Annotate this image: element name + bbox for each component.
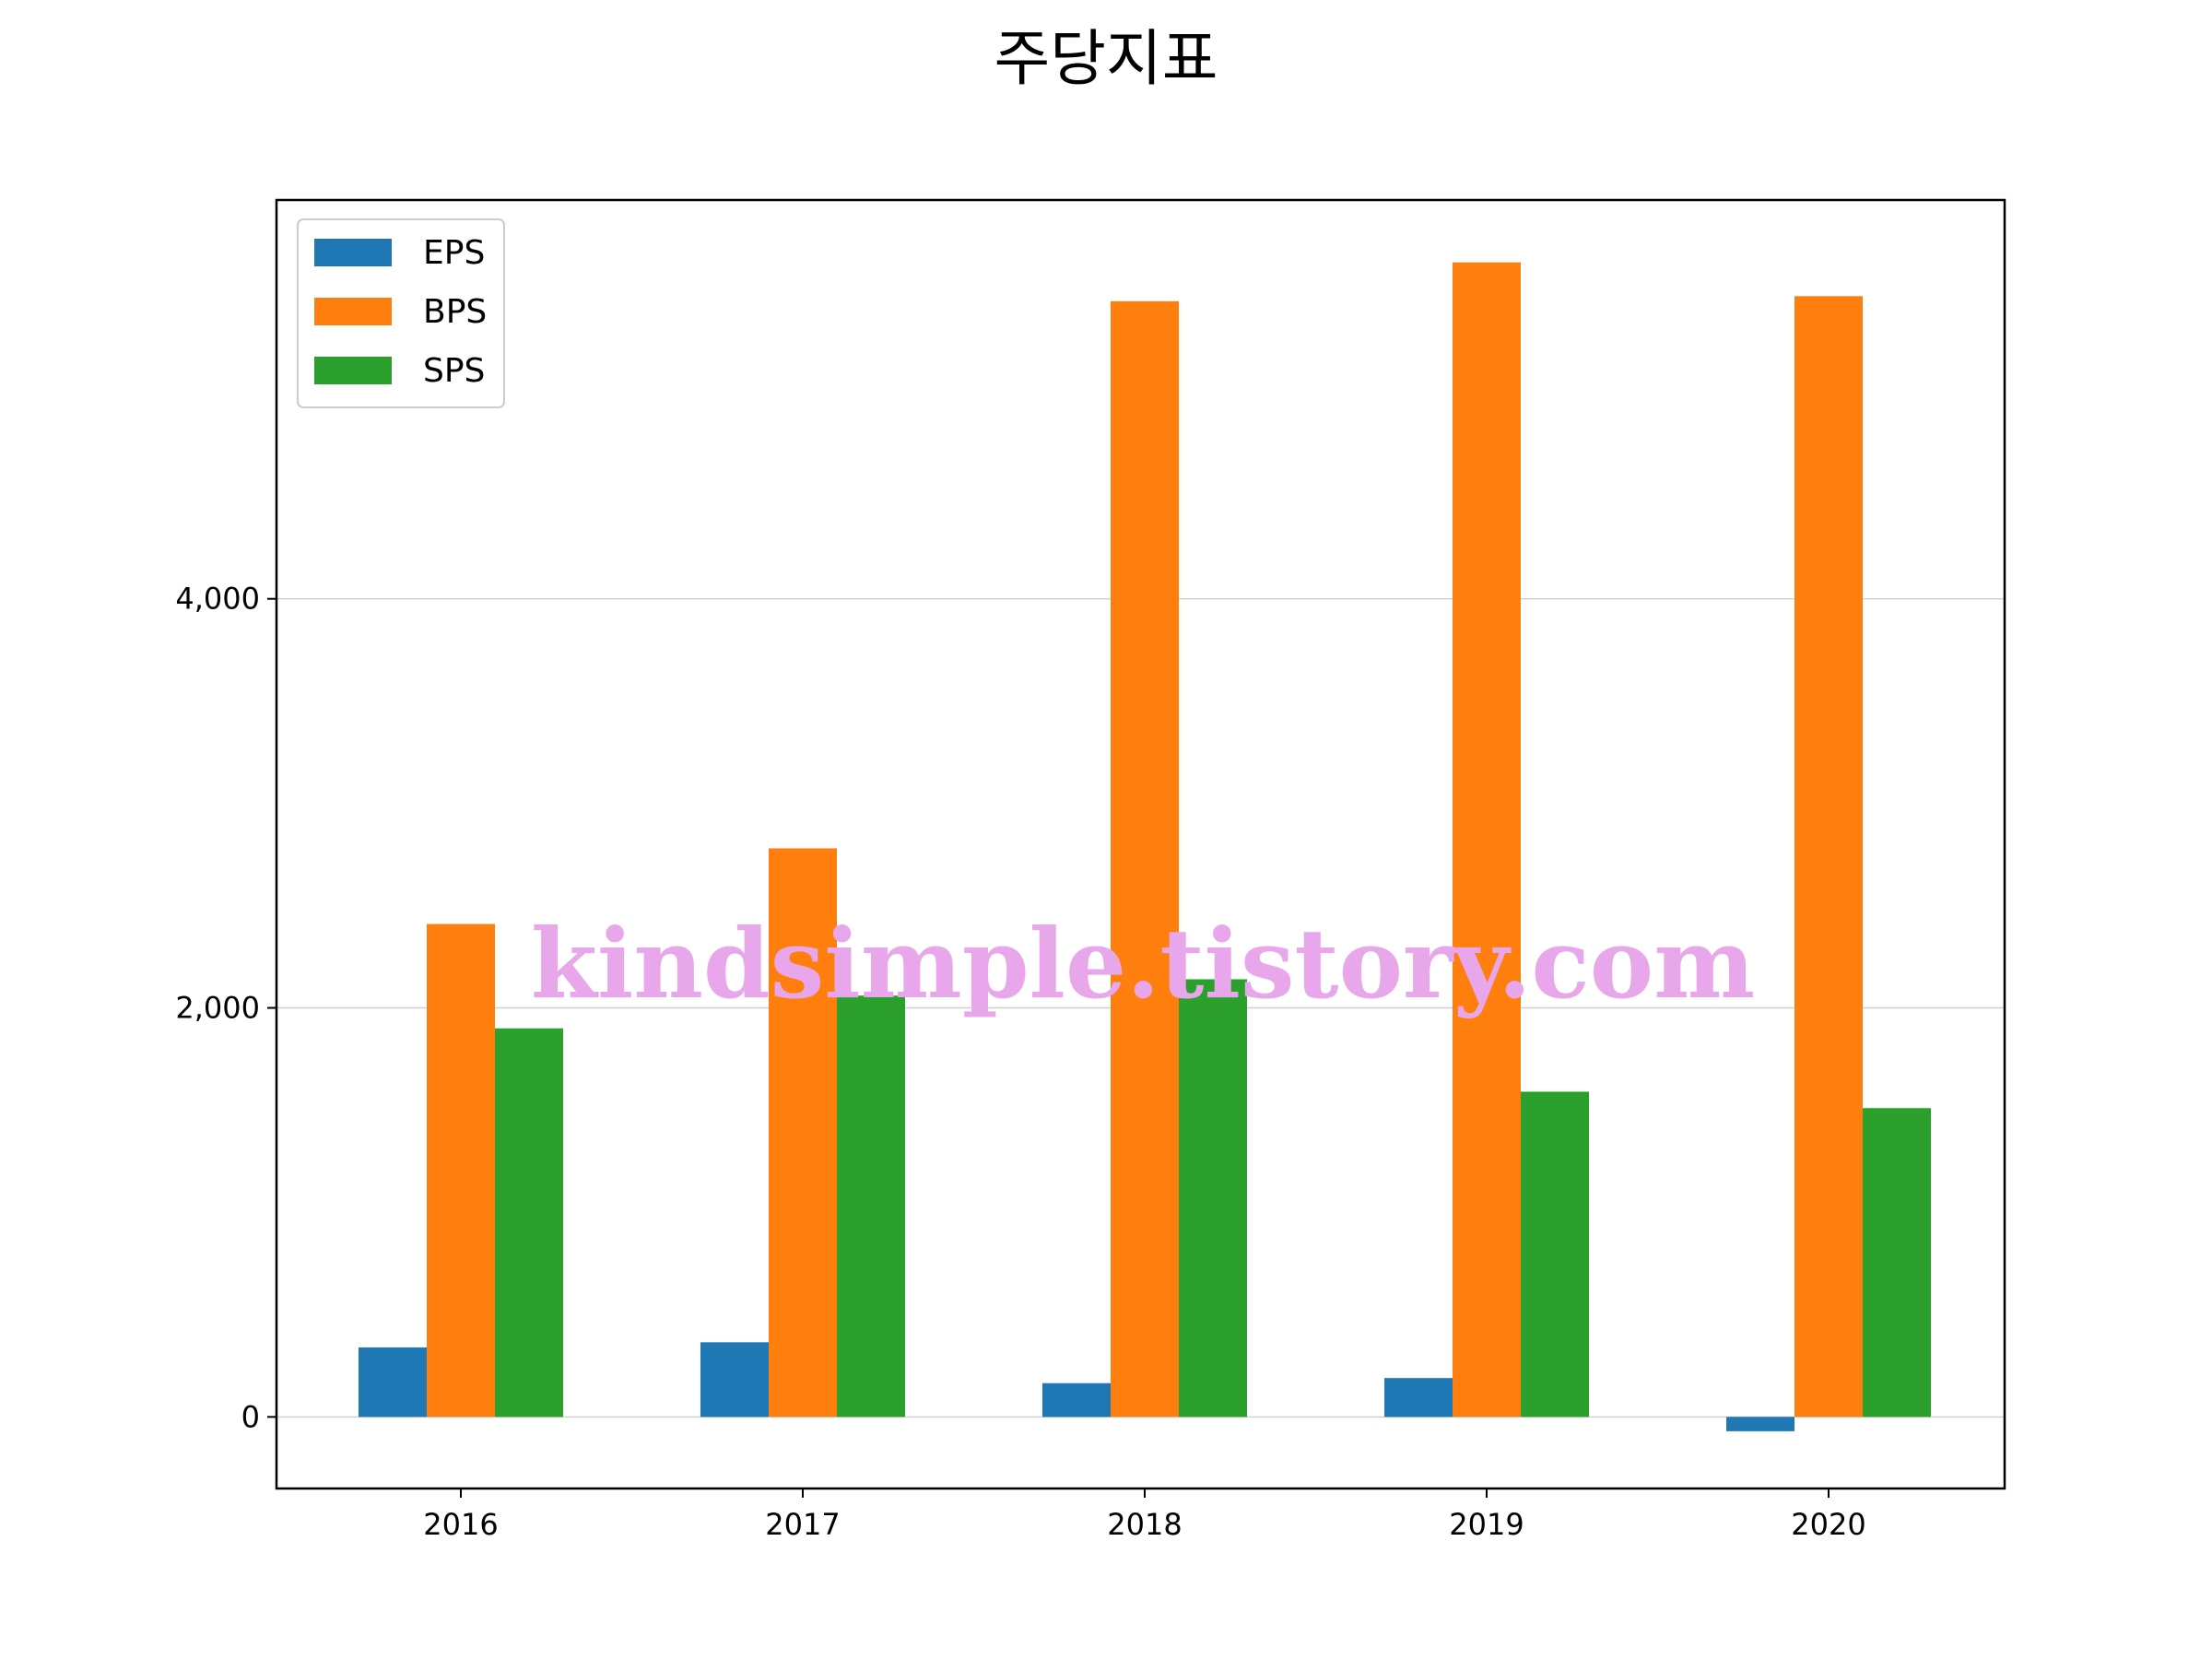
legend: EPS BPS SPS	[297, 218, 505, 408]
legend-label-sps: SPS	[423, 352, 485, 390]
bar-bps-2016	[427, 924, 495, 1418]
watermark-text: kindsimple.tistory.com	[531, 907, 1755, 1020]
bar-eps-2020	[1726, 1417, 1794, 1431]
bar-eps-2016	[359, 1347, 427, 1418]
bar-sps-2017	[837, 995, 905, 1418]
bar-eps-2017	[700, 1342, 769, 1418]
x-tick-label: 2019	[1449, 1507, 1524, 1542]
bar-sps-2020	[1863, 1108, 1931, 1418]
legend-swatch-eps	[314, 239, 392, 266]
legend-swatch-bps	[314, 298, 392, 325]
x-axis: 2016 2017 2018 2019 2020	[423, 1488, 1866, 1542]
legend-label-eps: EPS	[423, 234, 485, 272]
y-axis: 0 2,000 4,000	[175, 582, 276, 1434]
bar-bps-2017	[769, 848, 837, 1418]
chart-title: 주당지표	[994, 23, 1218, 94]
y-tick-label: 4,000	[175, 582, 260, 617]
bar-sps-2018	[1179, 979, 1247, 1418]
bar-sps-2019	[1521, 1091, 1589, 1418]
legend-label-bps: BPS	[423, 293, 487, 331]
bar-bps-2019	[1453, 262, 1521, 1418]
x-tick-label: 2020	[1791, 1507, 1865, 1542]
x-tick-label: 2017	[765, 1507, 840, 1542]
bar-eps-2018	[1042, 1382, 1111, 1418]
x-tick-label: 2018	[1107, 1507, 1182, 1542]
legend-swatch-sps	[314, 357, 392, 384]
y-tick-label: 0	[241, 1399, 260, 1434]
bar-sps-2016	[495, 1028, 563, 1418]
bar-bps-2020	[1794, 296, 1863, 1418]
y-tick-label: 2,000	[175, 991, 260, 1026]
bar-eps-2019	[1384, 1378, 1453, 1418]
bar-bps-2018	[1111, 300, 1179, 1418]
plot-frame	[275, 198, 2006, 1490]
bars	[359, 262, 1931, 1431]
x-tick-label: 2016	[423, 1507, 498, 1542]
